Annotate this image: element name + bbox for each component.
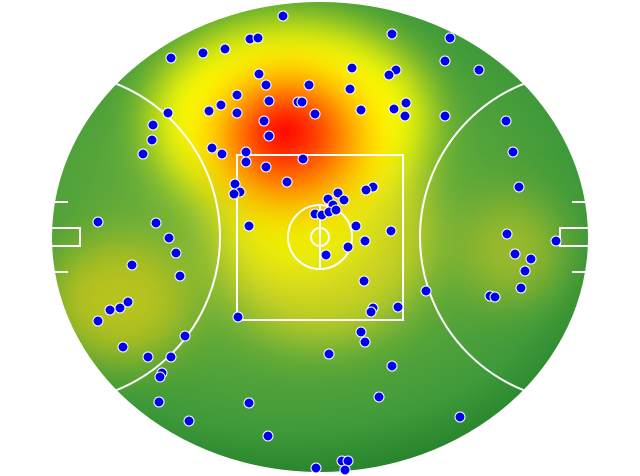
point <box>323 348 335 360</box>
point <box>454 411 466 423</box>
point <box>339 464 351 476</box>
point <box>513 181 525 193</box>
point <box>258 115 270 127</box>
point <box>550 235 562 247</box>
point <box>154 371 166 383</box>
point <box>146 134 158 146</box>
point <box>320 249 332 261</box>
point <box>344 83 356 95</box>
point <box>373 391 385 403</box>
point <box>350 220 362 232</box>
point <box>162 107 174 119</box>
point <box>263 95 275 107</box>
point <box>165 351 177 363</box>
point <box>360 184 372 196</box>
point <box>303 79 315 91</box>
point <box>122 296 134 308</box>
point <box>358 275 370 287</box>
point <box>165 52 177 64</box>
point <box>383 69 395 81</box>
point <box>386 28 398 40</box>
point <box>216 148 228 160</box>
point <box>439 55 451 67</box>
point <box>309 108 321 120</box>
point <box>515 282 527 294</box>
point <box>330 204 342 216</box>
point <box>392 301 404 313</box>
point <box>439 110 451 122</box>
point <box>153 396 165 408</box>
point <box>332 187 344 199</box>
point <box>297 153 309 165</box>
point <box>231 89 243 101</box>
point <box>359 336 371 348</box>
point <box>489 291 501 303</box>
point <box>197 47 209 59</box>
point <box>163 232 175 244</box>
point <box>117 341 129 353</box>
point <box>253 68 265 80</box>
point <box>444 32 456 44</box>
point <box>359 235 371 247</box>
point <box>174 270 186 282</box>
point <box>231 107 243 119</box>
point <box>126 259 138 271</box>
point <box>501 228 513 240</box>
point <box>104 304 116 316</box>
point <box>252 32 264 44</box>
point <box>296 96 308 108</box>
point <box>142 351 154 363</box>
point <box>260 79 272 91</box>
point <box>310 462 322 474</box>
point <box>509 248 521 260</box>
point <box>228 188 240 200</box>
point <box>260 161 272 173</box>
point <box>342 241 354 253</box>
point <box>232 311 244 323</box>
point <box>473 64 485 76</box>
point <box>240 146 252 158</box>
point <box>281 176 293 188</box>
point <box>215 99 227 111</box>
point <box>346 62 358 74</box>
point <box>399 110 411 122</box>
point <box>206 142 218 154</box>
point <box>338 194 350 206</box>
point <box>420 285 432 297</box>
point <box>92 216 104 228</box>
point <box>240 156 252 168</box>
point <box>243 220 255 232</box>
point <box>203 105 215 117</box>
point <box>507 146 519 158</box>
point <box>385 225 397 237</box>
point <box>150 217 162 229</box>
point <box>183 415 195 427</box>
point <box>92 315 104 327</box>
point <box>147 119 159 131</box>
point <box>355 326 367 338</box>
point <box>263 130 275 142</box>
point <box>219 43 231 55</box>
point <box>400 97 412 109</box>
point <box>500 115 512 127</box>
point <box>525 253 537 265</box>
point <box>179 330 191 342</box>
point <box>114 302 126 314</box>
point <box>365 306 377 318</box>
point <box>277 10 289 22</box>
point <box>262 430 274 442</box>
point <box>355 104 367 116</box>
point <box>243 397 255 409</box>
point <box>386 360 398 372</box>
point <box>137 148 149 160</box>
point <box>519 265 531 277</box>
point <box>342 455 354 467</box>
point <box>170 247 182 259</box>
point <box>388 103 400 115</box>
